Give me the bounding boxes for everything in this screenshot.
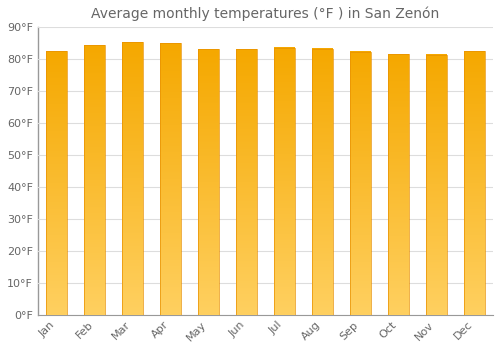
Bar [426, 55, 446, 315]
Bar [274, 48, 295, 315]
Bar [122, 42, 143, 315]
Bar [312, 49, 333, 315]
Title: Average monthly temperatures (°F ) in San Zenón: Average monthly temperatures (°F ) in Sa… [92, 7, 440, 21]
Bar [236, 49, 257, 315]
Bar [160, 43, 181, 315]
Bar [350, 52, 370, 315]
Bar [46, 51, 67, 315]
Bar [84, 46, 105, 315]
Bar [464, 51, 484, 315]
Bar [198, 49, 219, 315]
Bar [388, 54, 408, 315]
